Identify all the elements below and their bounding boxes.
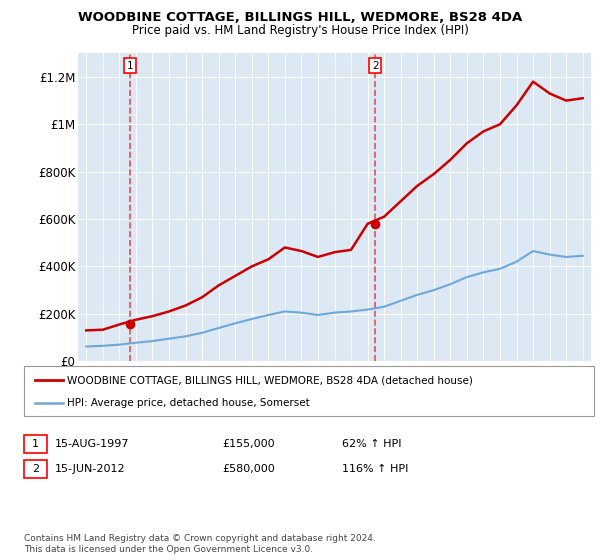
Text: 15-AUG-1997: 15-AUG-1997 [55, 439, 130, 449]
Text: Contains HM Land Registry data © Crown copyright and database right 2024.
This d: Contains HM Land Registry data © Crown c… [24, 534, 376, 554]
Text: WOODBINE COTTAGE, BILLINGS HILL, WEDMORE, BS28 4DA (detached house): WOODBINE COTTAGE, BILLINGS HILL, WEDMORE… [67, 375, 473, 385]
Text: £155,000: £155,000 [222, 439, 275, 449]
Text: HPI: Average price, detached house, Somerset: HPI: Average price, detached house, Some… [67, 398, 310, 408]
Text: Price paid vs. HM Land Registry's House Price Index (HPI): Price paid vs. HM Land Registry's House … [131, 24, 469, 36]
Text: 15-JUN-2012: 15-JUN-2012 [55, 464, 126, 474]
Text: WOODBINE COTTAGE, BILLINGS HILL, WEDMORE, BS28 4DA: WOODBINE COTTAGE, BILLINGS HILL, WEDMORE… [78, 11, 522, 24]
Text: 2: 2 [372, 60, 379, 71]
Text: 1: 1 [127, 60, 133, 71]
Text: 116% ↑ HPI: 116% ↑ HPI [342, 464, 409, 474]
Text: 62% ↑ HPI: 62% ↑ HPI [342, 439, 401, 449]
Text: 1: 1 [32, 439, 39, 449]
Text: £580,000: £580,000 [222, 464, 275, 474]
Text: 2: 2 [32, 464, 39, 474]
